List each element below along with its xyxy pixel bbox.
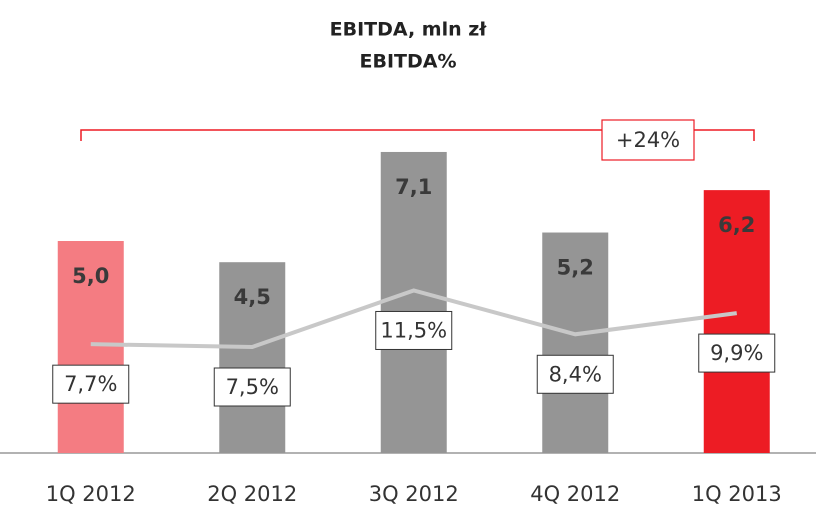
bar-value-label: 6,2 <box>718 213 755 237</box>
line-label-box <box>698 333 776 373</box>
line-label-box <box>536 354 614 394</box>
chart-subtitle: EBITDA% <box>359 51 456 73</box>
x-tick-label: 2Q 2012 <box>207 482 297 506</box>
bar <box>380 151 447 453</box>
bar-value-label: 7,1 <box>395 175 432 199</box>
growth-bracket <box>80 129 755 141</box>
x-tick-label: 1Q 2012 <box>46 482 136 506</box>
bar-value-label: 4,5 <box>234 285 271 309</box>
bar <box>703 190 770 453</box>
x-tick-label: 1Q 2013 <box>692 482 782 506</box>
line-value-label: 8,4% <box>549 362 602 386</box>
line-value-label: 7,5% <box>226 375 279 399</box>
line-label-box <box>52 364 130 404</box>
line-value-label: 7,7% <box>64 372 117 396</box>
line-value-label: 9,9% <box>710 341 763 365</box>
bar <box>542 232 609 453</box>
line-label-box <box>213 367 291 407</box>
x-tick-label: 3Q 2012 <box>369 482 459 506</box>
chart-title: EBITDA, mln zł <box>330 19 488 41</box>
bar-value-label: 5,2 <box>557 256 594 280</box>
bar <box>219 262 286 453</box>
annotation-box <box>601 119 695 161</box>
line-label-box <box>375 310 453 350</box>
bar <box>57 241 124 453</box>
annotation: +24% <box>616 128 680 152</box>
bar-value-label: 5,0 <box>72 264 109 288</box>
x-tick-label: 4Q 2012 <box>530 482 620 506</box>
line-value-label: 11,5% <box>380 318 447 342</box>
line <box>90 288 738 350</box>
